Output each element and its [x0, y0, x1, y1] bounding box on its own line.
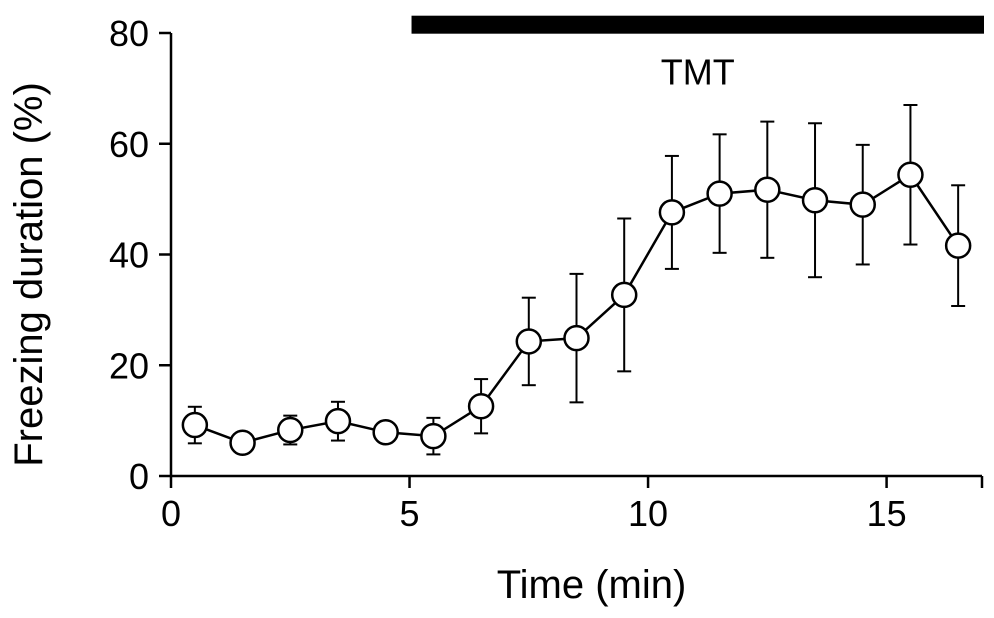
x-axis-label: Time (min)	[497, 563, 687, 607]
x-tick-label-15: 15	[867, 493, 907, 534]
data-point-3	[324, 407, 352, 435]
stimulus-bar	[411, 15, 984, 34]
x-tick-label-10: 10	[628, 493, 668, 534]
y-tick-label-40: 40	[109, 235, 149, 276]
data-point-10	[658, 199, 686, 226]
data-point-11	[706, 180, 733, 207]
stimulus-label: TMT	[661, 52, 735, 93]
data-point-14	[849, 191, 876, 218]
y-tick-label-20: 20	[109, 345, 149, 386]
data-point-5	[420, 422, 447, 450]
data-point-1	[229, 429, 256, 457]
data-point-15	[897, 161, 924, 189]
data-point-0	[181, 411, 209, 439]
data-point-2	[277, 416, 304, 444]
data-point-12	[754, 176, 781, 203]
axes: 0 20 40 60 80 0 5 10 15	[109, 13, 984, 534]
data-point-9	[610, 281, 638, 309]
data-point-16	[944, 232, 972, 259]
y-tick-label-60: 60	[109, 124, 149, 165]
annotations: TMT	[411, 15, 984, 93]
x-tick-label-0: 0	[161, 493, 181, 534]
data-point-13	[801, 186, 829, 214]
data-point-6	[467, 392, 495, 420]
data-point-8	[563, 324, 590, 352]
data-point-4	[372, 419, 399, 446]
y-tick-label-0: 0	[129, 456, 149, 497]
y-axis-label: Freezing duration (%)	[7, 82, 51, 467]
x-tick-label-5: 5	[400, 493, 420, 534]
y-tick-label-80: 80	[109, 13, 149, 54]
series	[181, 103, 972, 457]
data-point-7	[515, 328, 543, 355]
